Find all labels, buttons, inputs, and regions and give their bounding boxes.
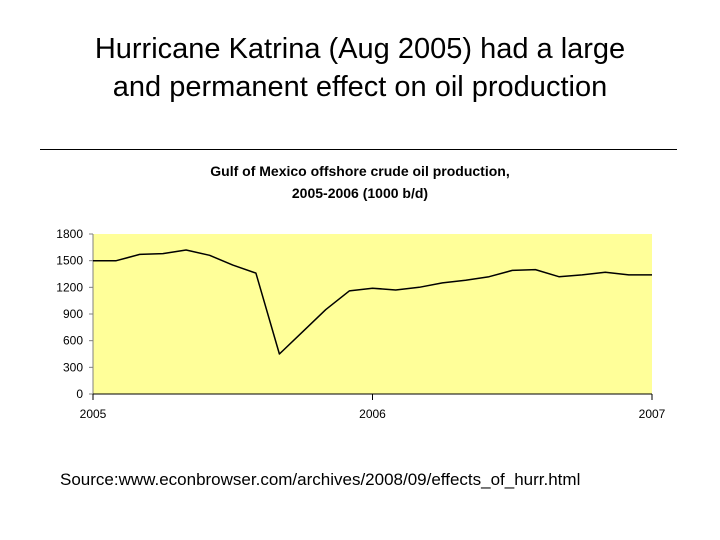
slide-title-line-2: and permanent effect on oil production [112,71,608,103]
y-tick-label-900: 900 [63,307,83,321]
chart-title-line-2: 2005-2006 (1000 b/d) [291,185,429,201]
slide-title: Hurricane Katrina (Aug 2005) had a large… [20,30,700,106]
y-tick-label-600: 600 [63,334,83,348]
source-citation: Source:www.econbrowser.com/archives/2008… [60,470,581,489]
chart-title: Gulf of Mexico offshore crude oil produc… [140,160,580,204]
slide-title-line-1: Hurricane Katrina (Aug 2005) had a large [94,33,626,65]
y-tick-label-0: 0 [76,387,83,401]
y-tick-label-1500: 1500 [56,254,83,268]
x-tick-label-2006: 2006 [359,407,386,421]
x-tick-label-2007: 2007 [639,407,666,421]
y-tick-label-1800: 1800 [56,227,83,241]
x-tick-label-2005: 2005 [80,407,107,421]
chart-title-line-1: Gulf of Mexico offshore crude oil produc… [210,163,510,179]
y-tick-label-1200: 1200 [56,280,83,294]
title-divider [40,149,677,150]
series-line-1 [93,249,652,355]
y-tick-label-300: 300 [63,360,83,374]
plot-area [93,234,652,394]
